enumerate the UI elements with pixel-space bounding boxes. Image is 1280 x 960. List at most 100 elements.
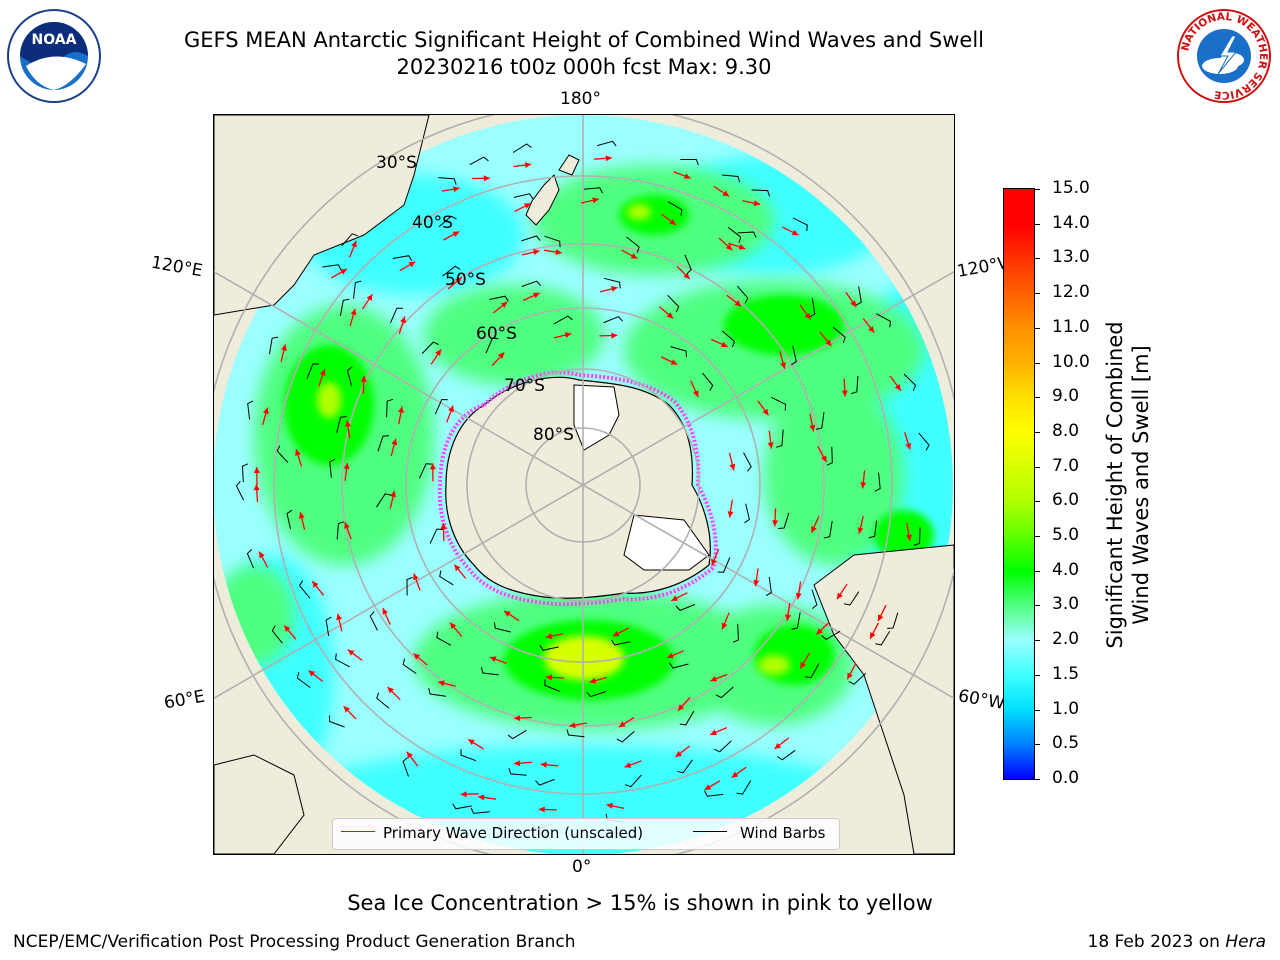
wave-direction-arrowhead (281, 344, 287, 351)
wind-barb (667, 201, 683, 216)
wind-barb (247, 400, 254, 420)
wind-barb (339, 298, 350, 317)
colorbar-tick-label: 11.0 (1052, 316, 1090, 337)
wave-direction-arrowhead (780, 362, 786, 369)
wave-direction-arrowhead (612, 630, 620, 637)
wave-direction-arrowhead (753, 200, 761, 207)
wind-barb (823, 520, 833, 539)
wave-direction-arrowhead (382, 608, 388, 615)
colorbar-tick (1034, 293, 1040, 295)
wave-direction-arrowhead (351, 240, 357, 248)
wind-barb (460, 749, 477, 762)
wave-direction-arrowhead (498, 352, 505, 359)
wave-direction-arrowhead (253, 467, 260, 473)
wave-direction-arrowhead (684, 173, 691, 179)
wind-barb (485, 337, 499, 354)
colorbar-tick (1034, 466, 1040, 468)
wind-barb (513, 193, 534, 200)
lat-label-50s: 50°S (445, 270, 486, 290)
wind-barb (791, 345, 797, 366)
wind-barb (751, 189, 771, 197)
wind-barb (667, 294, 680, 313)
colorbar-tick-label: 6.0 (1052, 490, 1080, 511)
wave-direction-arrowhead (894, 384, 901, 391)
wave-direction-arrowhead (785, 614, 791, 621)
wave-direction-arrowhead (850, 300, 857, 307)
wave-direction-arrowhead (340, 269, 347, 275)
wind-barb (392, 255, 413, 262)
wave-direction-arrowhead (753, 579, 760, 587)
colorbar-tick (1034, 536, 1040, 538)
wind-barb (436, 631, 452, 646)
wave-direction-arrowhead (857, 527, 864, 534)
wave-direction-arrowhead (878, 614, 884, 622)
wind-barb (429, 528, 443, 544)
wind-barb (680, 159, 699, 166)
legend-label-wind-barbs: Wind Barbs (740, 824, 826, 842)
wave-direction-arrowhead (704, 784, 712, 790)
wave-direction-arrowhead (448, 405, 454, 413)
wave-direction-arrowhead (555, 249, 562, 255)
wind-barb (876, 313, 892, 328)
wind-barb (434, 398, 448, 415)
wind-barb (439, 570, 454, 586)
wind-barb (603, 316, 623, 324)
lat-label-40s: 40°S (412, 213, 453, 233)
wind-barb (776, 429, 784, 448)
wave-direction-arrowhead (816, 628, 823, 635)
wind-barb (336, 521, 345, 540)
wind-barb (418, 463, 433, 479)
colorbar-tick-label: 0.0 (1052, 768, 1080, 788)
wave-direction-arrowhead (438, 680, 445, 687)
wave-direction-arrowhead (347, 649, 355, 656)
wave-direction-arrowhead (533, 249, 540, 255)
wind-barb (821, 630, 841, 641)
wave-direction-arrowhead (343, 706, 350, 713)
wave-direction-arrowhead (413, 653, 420, 660)
colorbar-tick-label: 12.0 (1052, 282, 1090, 303)
wind-barb (335, 653, 351, 668)
wind-barb (875, 630, 891, 646)
wave-direction-arrowhead (450, 622, 457, 630)
wind-barb (235, 480, 245, 501)
colorbar-tick-label: 5.0 (1052, 525, 1080, 546)
wave-direction-arrowhead (725, 243, 733, 251)
wind-barb (736, 285, 749, 304)
colorbar-tick-label: 10.0 (1052, 351, 1090, 372)
wind-barb (469, 156, 489, 166)
wave-direction-arrowhead (514, 715, 521, 722)
wave-direction-arrowhead (772, 520, 779, 527)
wave-direction-arrowhead (675, 750, 682, 757)
colorbar-tick-label: 2.0 (1052, 629, 1080, 650)
colorbar-tick (1034, 709, 1040, 711)
wind-barb (583, 187, 603, 194)
wave-direction-arrowhead (504, 610, 511, 617)
wave-direction-arrowhead (312, 581, 319, 588)
wave-direction-arrowhead (774, 742, 782, 749)
wind-barb (874, 472, 881, 492)
colorbar-tick-label: 1.5 (1052, 663, 1080, 684)
wind-barb (369, 611, 378, 631)
wave-direction-arrowhead (734, 300, 742, 307)
map-canvas (214, 115, 954, 854)
wave-direction-arrowhead (905, 534, 912, 541)
wave-direction-arrowhead (350, 308, 357, 316)
wind-barb (811, 589, 818, 609)
wind-barb (241, 463, 249, 483)
wind-barb (341, 233, 358, 247)
wind-barb (276, 445, 289, 464)
lat-label-30s: 30°S (376, 153, 417, 173)
lat-label-60s: 60°S (476, 324, 517, 344)
wave-direction-arrowhead (435, 349, 442, 356)
wind-barb (597, 140, 617, 147)
colorbar-tick (1034, 189, 1040, 190)
wind-barb (684, 254, 692, 275)
wave-direction-arrowhead (841, 390, 848, 397)
lon-label-0: 0° (572, 857, 592, 877)
wave-direction-arrowhead (259, 551, 265, 559)
colorbar-tick-label: 8.0 (1052, 420, 1080, 441)
wind-barb (544, 679, 560, 692)
wind-barb (296, 672, 311, 688)
national-weather-service-logo: NATIONAL WEATHER SERVICE (1176, 8, 1272, 104)
wave-direction-arrowhead (721, 622, 728, 630)
